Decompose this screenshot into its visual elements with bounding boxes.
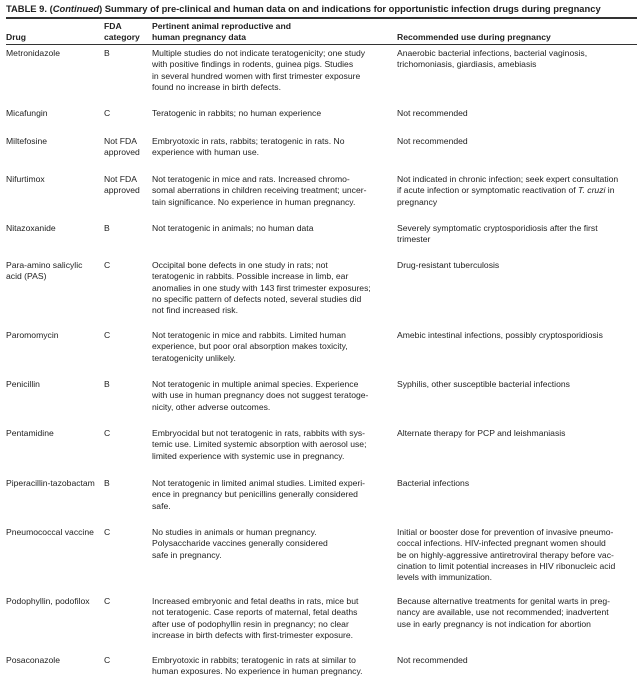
fda-category: C: [104, 527, 111, 537]
drug-name: Penicillin: [6, 379, 40, 389]
table-title: TABLE 9. (Continued) Summary of pre-clin…: [6, 3, 601, 14]
recommended-use: Drug-resistant tuberculosis: [397, 260, 500, 270]
recommended-use: Syphilis, other susceptible bacterial in…: [397, 379, 570, 389]
fda-category: C: [104, 596, 111, 606]
animal-human-data: Embryocidal but not teratogenic in rats,…: [152, 428, 367, 461]
animal-human-data: Multiple studies do not indicate teratog…: [152, 48, 366, 92]
fda-category: Not FDA approved: [104, 174, 140, 196]
header-drug: Drug: [6, 32, 27, 42]
title-prefix: TABLE 9. (: [6, 3, 53, 14]
recommended-use: Amebic intestinal infections, possibly c…: [397, 330, 603, 340]
drug-name: Miltefosine: [6, 136, 48, 146]
title-continued: Continued: [52, 3, 100, 14]
recommended-use: Because alternative treatments for genit…: [397, 596, 611, 629]
drug-name: Nitazoxanide: [6, 223, 56, 233]
fda-category: C: [104, 655, 111, 665]
fda-category: B: [104, 478, 110, 488]
drug-name: Piperacillin-tazobactam: [6, 478, 95, 488]
drug-name: Metronidazole: [6, 48, 60, 58]
drug-name: Podophyllin, podofilox: [6, 596, 90, 606]
recommended-use: Severely symptomatic cryptosporidiosis a…: [397, 223, 598, 245]
header-top-rule: [6, 17, 637, 19]
drug-name: Para-amino salicylic acid (PAS): [6, 260, 83, 282]
recommended-use: Not recommended: [397, 655, 468, 665]
animal-human-data: Not teratogenic in mice and rabbits. Lim…: [152, 330, 348, 363]
header-fda-category: FDA category: [104, 21, 140, 43]
animal-human-data: Embryotoxic in rabbits; teratogenic in r…: [152, 655, 363, 677]
animal-human-data: Occipital bone defects in one study in r…: [152, 260, 371, 316]
recommended-use: Not recommended: [397, 108, 468, 118]
fda-category: C: [104, 260, 111, 270]
title-text: ) Summary of pre-clinical and human data…: [99, 3, 601, 14]
recommended-use: Alternate therapy for PCP and leishmania…: [397, 428, 566, 438]
animal-human-data: Not teratogenic in limited animal studie…: [152, 478, 366, 511]
animal-human-data: No studies in animals or human pregnancy…: [152, 527, 328, 560]
header-recommended-use: Recommended use during pregnancy: [397, 32, 551, 42]
drug-name: Posaconazole: [6, 655, 60, 665]
fda-category: Not FDA approved: [104, 136, 140, 158]
recommended-use: Bacterial infections: [397, 478, 470, 488]
drug-name: Pentamidine: [6, 428, 54, 438]
recommended-use: Initial or booster dose for prevention o…: [397, 527, 616, 583]
fda-category: B: [104, 48, 110, 58]
animal-human-data: Embryotoxic in rats, rabbits; teratogeni…: [152, 136, 345, 158]
header-bottom-rule: [6, 44, 637, 45]
recommended-use: Not recommended: [397, 136, 468, 146]
animal-human-data: Not teratogenic in animals; no human dat…: [152, 223, 314, 233]
fda-category: B: [104, 223, 110, 233]
fda-category: C: [104, 330, 111, 340]
recommended-use: Anaerobic bacterial infections, bacteria…: [397, 48, 588, 70]
drug-name: Paromomycin: [6, 330, 59, 340]
fda-category: C: [104, 108, 111, 118]
fda-category: C: [104, 428, 111, 438]
drug-name: Nifurtimox: [6, 174, 45, 184]
animal-human-data: Not teratogenic in mice and rats. Increa…: [152, 174, 367, 207]
pathogen-name: T. cruzi: [578, 185, 606, 196]
animal-human-data: Teratogenic in rabbits; no human experie…: [152, 108, 322, 118]
drug-name: Micafungin: [6, 108, 48, 118]
animal-human-data: Not teratogenic in multiple animal speci…: [152, 379, 369, 412]
drug-name: Pneumococcal vaccine: [6, 527, 94, 537]
fda-category: B: [104, 379, 110, 389]
recommended-use: Not indicated in chronic infection; seek…: [397, 174, 619, 207]
animal-human-data: Increased embryonic and fetal deaths in …: [152, 596, 359, 640]
header-animal-human-data: Pertinent animal reproductive and human …: [152, 21, 291, 43]
